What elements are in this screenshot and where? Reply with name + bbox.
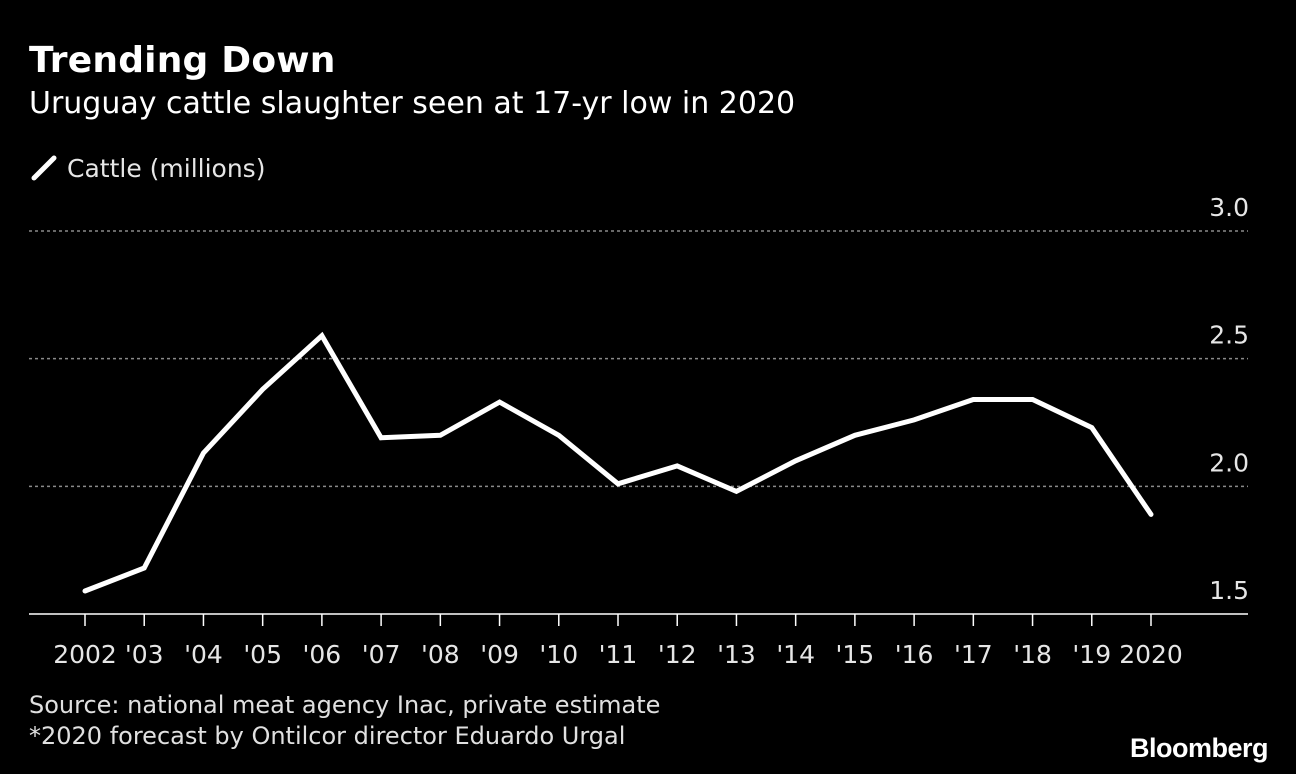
x-tick-label: '11 xyxy=(599,640,638,669)
forecast-note: *2020 forecast by Ontilcor director Edua… xyxy=(29,722,626,750)
x-tick-label: '17 xyxy=(954,640,993,669)
x-tick-label: '04 xyxy=(184,640,223,669)
x-tick-label: '03 xyxy=(125,640,164,669)
legend-line-icon xyxy=(31,155,57,181)
x-tick-label: '13 xyxy=(717,640,756,669)
y-tick-label: 1.5 xyxy=(1209,576,1249,605)
y-tick-label: 2.0 xyxy=(1209,448,1249,477)
bloomberg-logo: Bloomberg xyxy=(1129,733,1269,763)
x-tick-label: '10 xyxy=(539,640,578,669)
x-tick-label: '14 xyxy=(776,640,815,669)
x-tick-label: '05 xyxy=(243,640,282,669)
x-tick-label: '15 xyxy=(836,640,875,669)
x-tick-label: '06 xyxy=(303,640,342,669)
y-tick-label: 3.0 xyxy=(1209,193,1249,222)
x-tick-label: 2002 xyxy=(53,640,117,669)
x-tick-label: '19 xyxy=(1072,640,1111,669)
legend-label: Cattle (millions) xyxy=(67,153,266,183)
x-tick-label: '07 xyxy=(362,640,401,669)
x-tick-label: '08 xyxy=(421,640,460,669)
legend: Cattle (millions) xyxy=(29,150,265,186)
source-note: Source: national meat agency Inac, priva… xyxy=(29,691,661,719)
x-tick-label: '16 xyxy=(895,640,934,669)
x-tick-label: '18 xyxy=(1013,640,1052,669)
series-line-cattle xyxy=(82,331,1154,594)
y-tick-label: 2.5 xyxy=(1209,321,1249,350)
x-tick-label: '12 xyxy=(658,640,697,669)
x-tick-label: 2020 xyxy=(1119,640,1183,669)
chart-subtitle: Uruguay cattle slaughter seen at 17-yr l… xyxy=(29,86,796,121)
chart-title: Trending Down xyxy=(29,40,336,81)
x-tick-label: '09 xyxy=(480,640,519,669)
